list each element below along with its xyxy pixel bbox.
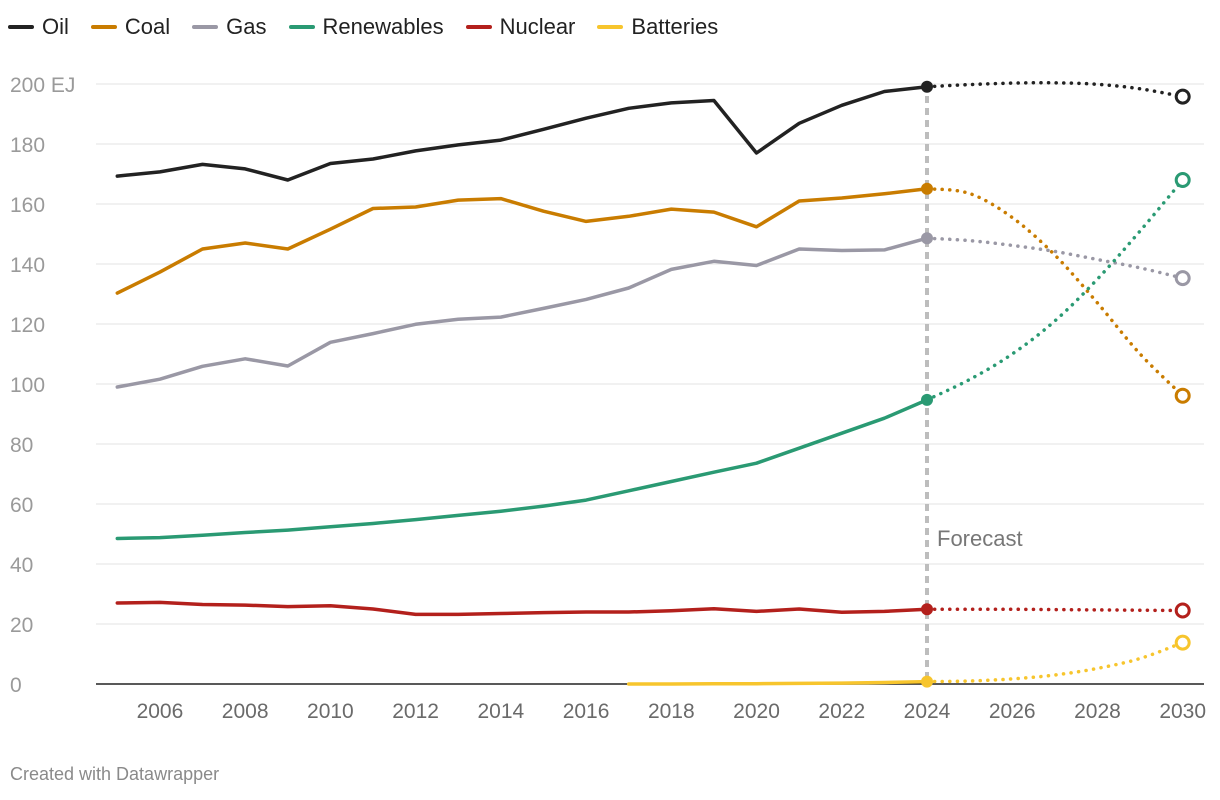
series-point-2024-batteries	[921, 675, 933, 688]
series-point-2024-gas	[921, 232, 933, 245]
legend-swatch-gas	[192, 25, 219, 29]
legend-label-gas: Gas	[226, 14, 267, 39]
series-point-2030-renewables	[1174, 172, 1191, 188]
series-forecast-line-batteries	[925, 640, 1185, 684]
y-tick-label-20: 20	[10, 614, 33, 637]
legend-swatch-renewables	[288, 25, 315, 29]
series-line-oil	[115, 84, 929, 182]
series-point-2024-renewables	[921, 393, 933, 406]
series-point-2030-coal	[1174, 387, 1191, 404]
series-point-2024-coal	[921, 182, 933, 195]
legend-label-nuclear: Nuclear	[499, 14, 576, 39]
legend-label-coal: Coal	[124, 14, 171, 39]
series-line-gas	[115, 236, 929, 389]
x-tick-label-2008: 2008	[222, 700, 269, 723]
y-tick-label-200: 200 EJ	[10, 74, 75, 97]
x-tick-label-2024: 2024	[904, 700, 951, 723]
x-tick-label-2020: 2020	[733, 700, 780, 723]
y-tick-label-160: 160	[10, 194, 45, 217]
x-tick-label-2012: 2012	[392, 700, 439, 723]
legend-swatch-oil	[8, 25, 34, 29]
series-forecast-line-nuclear	[925, 607, 1185, 613]
series-line-coal	[115, 186, 929, 295]
series-point-2024-nuclear	[921, 603, 933, 616]
x-tick-label-2030: 2030	[1159, 700, 1206, 723]
series-point-2030-nuclear	[1174, 602, 1191, 619]
legend-item-renewables: Renewables	[288, 14, 444, 40]
x-tick-label-2016: 2016	[563, 700, 610, 723]
legend-label-renewables: Renewables	[322, 14, 444, 39]
legend-swatch-nuclear	[465, 25, 492, 29]
legend-swatch-batteries	[597, 25, 624, 29]
legend: Oil Coal Gas Renewables Nuclear Batterie…	[8, 14, 740, 40]
series-forecast-line-oil	[925, 80, 1185, 99]
legend-item-oil: Oil	[8, 14, 69, 40]
y-tick-label-40: 40	[10, 554, 33, 577]
y-tick-label-180: 180	[10, 134, 45, 157]
x-tick-label-2006: 2006	[137, 700, 184, 723]
series-point-2024-oil	[921, 80, 933, 93]
chart-plot: 0 20 40 60 80 100 120 140 160 180 200 EJ 2006 2008 20…	[10, 74, 1206, 723]
legend-item-batteries: Batteries	[597, 14, 718, 40]
legend-item-coal: Coal	[90, 14, 171, 40]
y-tick-label-0: 0	[10, 674, 22, 697]
y-tick-label-100: 100	[10, 374, 45, 397]
x-tick-label-2018: 2018	[648, 700, 695, 723]
series-line-batteries	[626, 679, 929, 686]
x-tick-label-2010: 2010	[307, 700, 354, 723]
legend-item-gas: Gas	[192, 14, 267, 40]
x-tick-label-2014: 2014	[477, 700, 524, 723]
legend-item-nuclear: Nuclear	[465, 14, 576, 40]
legend-label-oil: Oil	[42, 14, 69, 39]
x-tick-label-2026: 2026	[989, 700, 1036, 723]
series-line-nuclear	[115, 600, 929, 617]
series-point-2030-batteries	[1174, 634, 1191, 651]
series-forecast-line-coal	[925, 186, 1185, 398]
series-line-renewables	[115, 398, 929, 541]
series-point-2030-gas	[1174, 270, 1191, 287]
x-tick-label-2028: 2028	[1074, 700, 1121, 723]
y-tick-label-80: 80	[10, 434, 33, 457]
credit-text: Created with Datawrapper	[10, 764, 220, 784]
series-forecast-line-gas	[925, 236, 1185, 280]
x-tick-label-2022: 2022	[818, 700, 865, 723]
y-tick-label-140: 140	[10, 254, 45, 277]
forecast-label: Forecast	[937, 526, 1023, 551]
y-tick-label-120: 120	[10, 314, 45, 337]
y-tick-label-60: 60	[10, 494, 33, 517]
series-forecast-line-renewables	[925, 178, 1185, 402]
series-point-2030-oil	[1174, 88, 1191, 105]
legend-swatch-coal	[90, 25, 117, 29]
legend-label-batteries: Batteries	[631, 14, 719, 39]
